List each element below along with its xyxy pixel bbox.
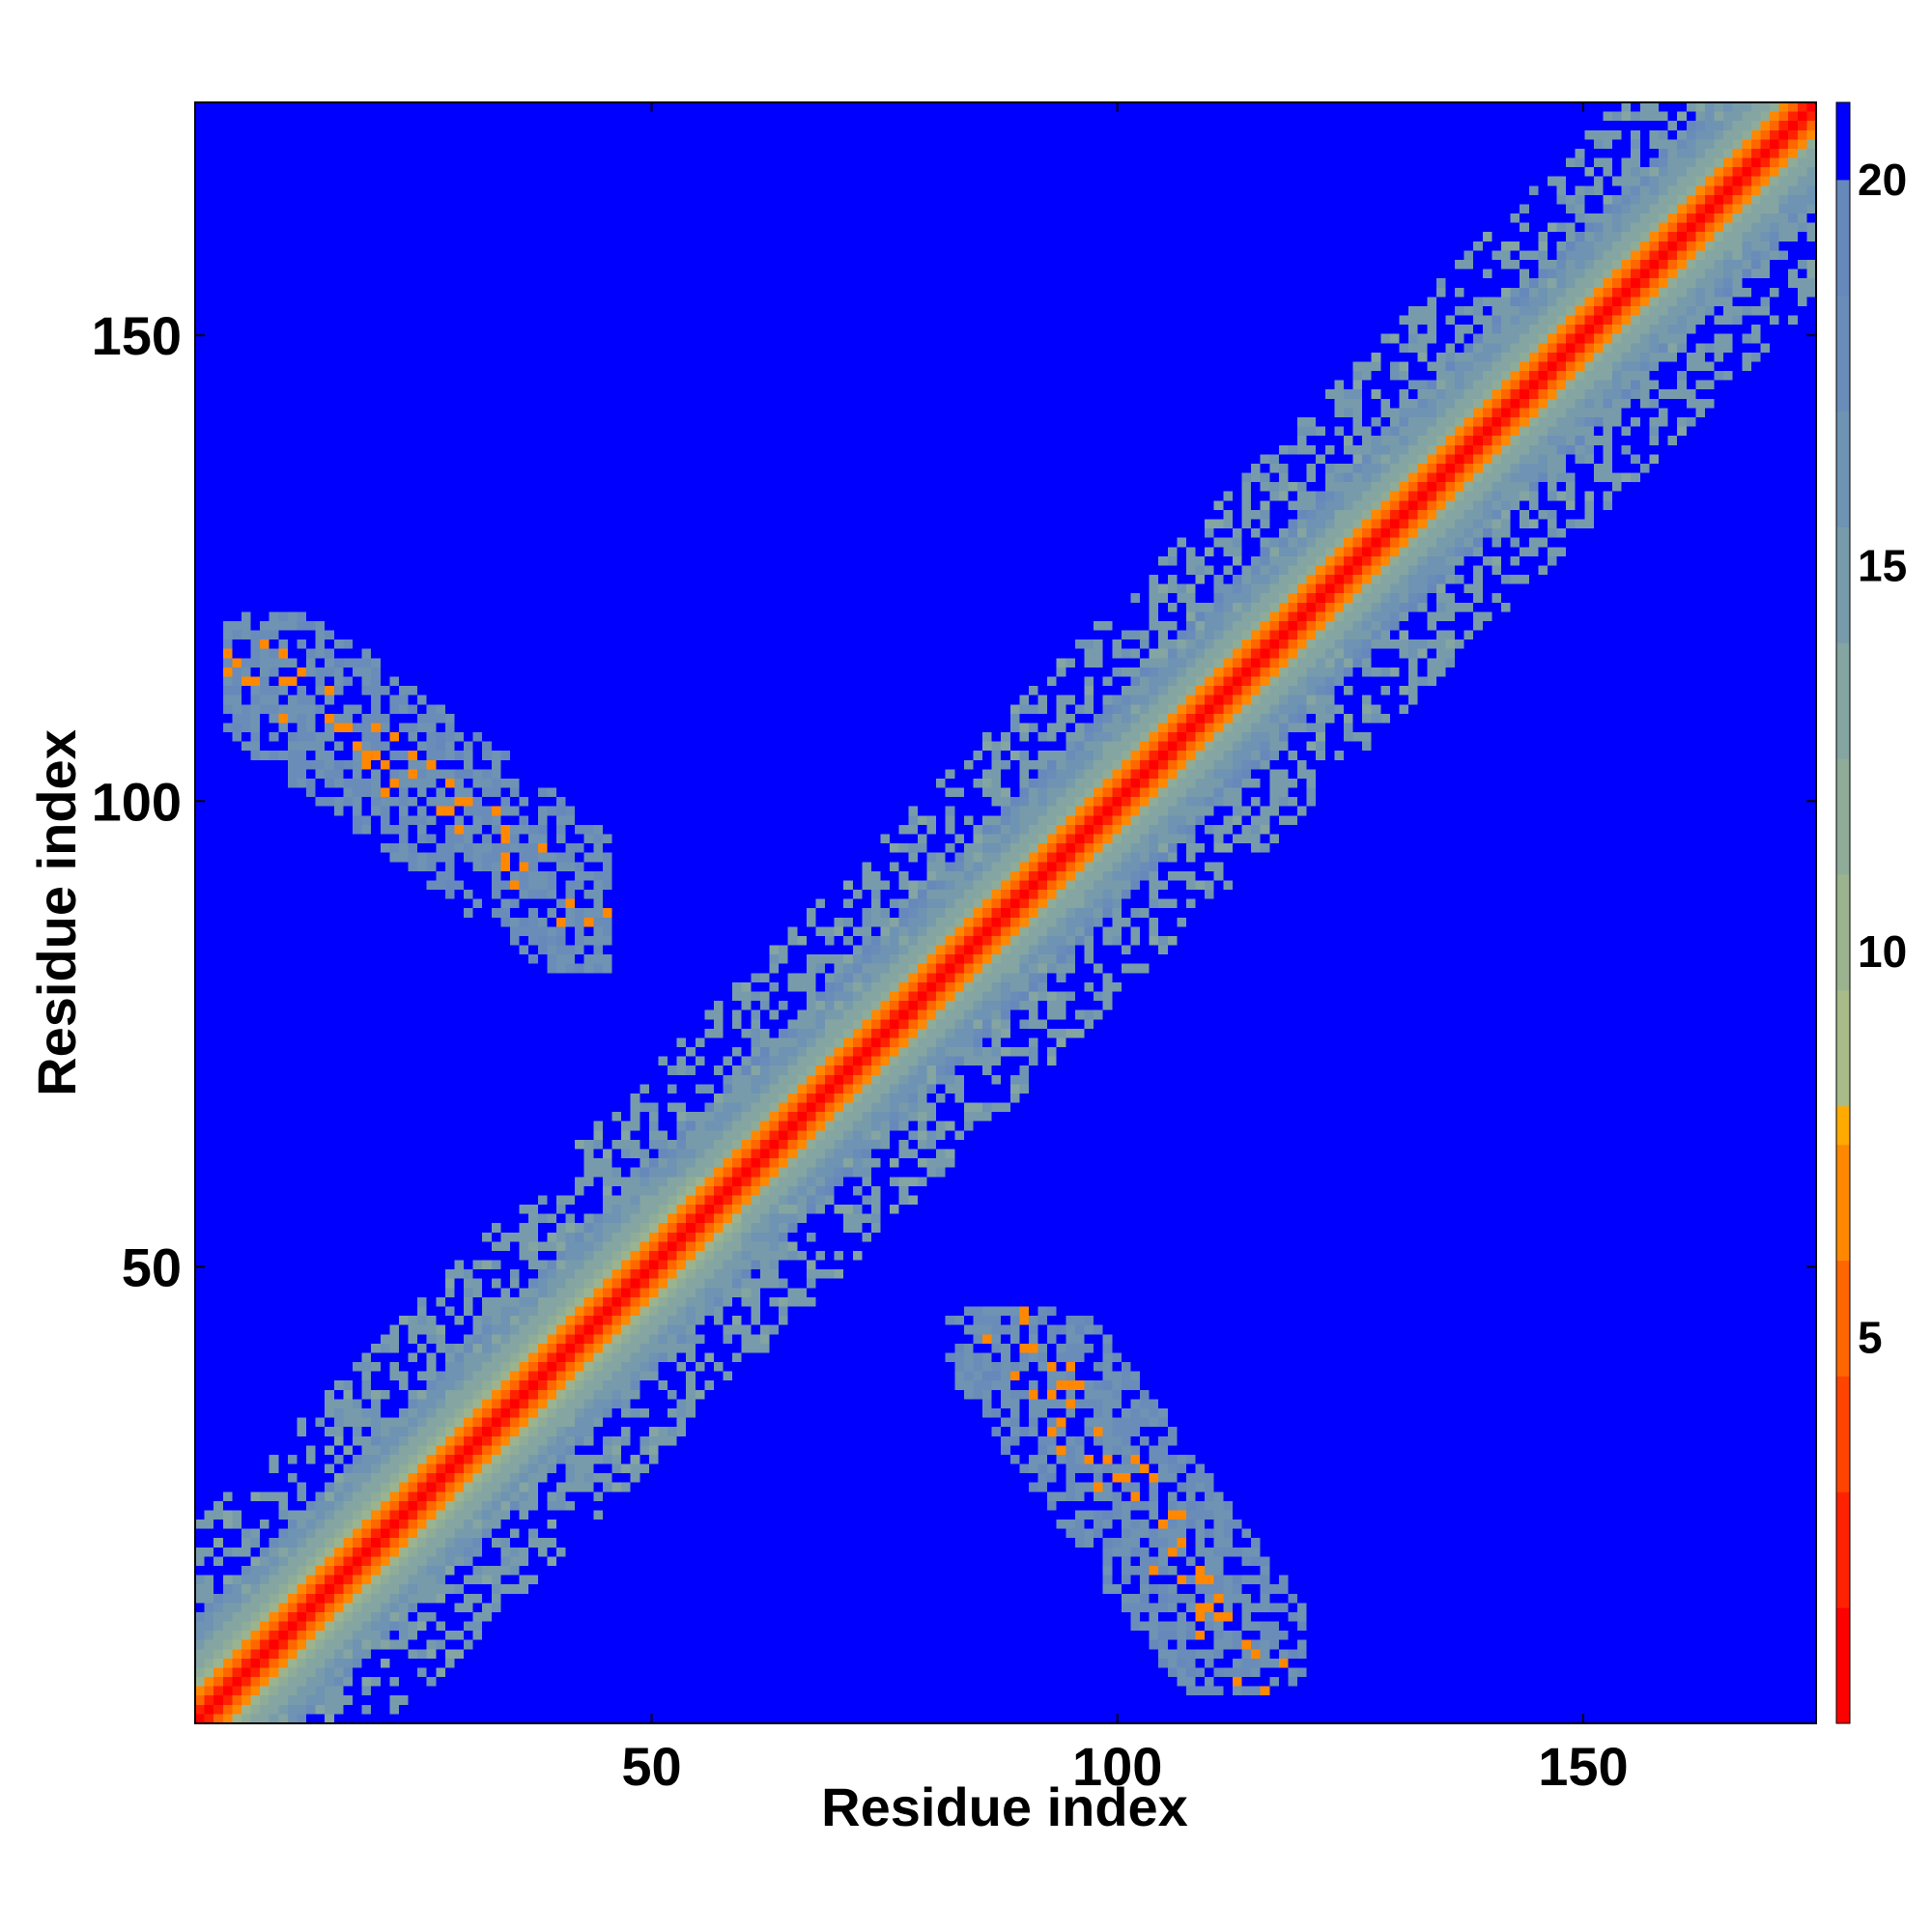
x-axis-ticks: 50 100 150 — [621, 102, 1629, 1797]
colorbar-tick-label: 15 — [1858, 540, 1907, 590]
colorbar-band — [1836, 1492, 1850, 1608]
colorbar-tick-label: 5 — [1858, 1312, 1883, 1362]
colorbar-frame — [1835, 101, 1851, 1724]
colorbar-band — [1836, 1105, 1850, 1146]
colorbar-band — [1836, 874, 1850, 991]
x-axis-title: Residue index — [821, 1776, 1188, 1837]
colorbar-ticks: 5 10 15 20 — [1858, 155, 1907, 1363]
x-tick-label: 100 — [1072, 1736, 1162, 1797]
x-tick-label: 150 — [1538, 1736, 1628, 1797]
colorbar — [1835, 101, 1851, 1724]
colorbar-band — [1836, 411, 1850, 527]
y-tick-label: 50 — [122, 1236, 182, 1297]
colorbar-band — [1836, 989, 1850, 1107]
colorbar-tick-label: 10 — [1858, 926, 1907, 977]
colorbar-band — [1836, 102, 1850, 181]
y-axis-title: Residue index — [26, 729, 87, 1096]
colorbar-band — [1836, 526, 1850, 643]
y-tick-label: 150 — [92, 305, 182, 366]
heatmap-canvas — [195, 102, 1816, 1723]
colorbar-band — [1836, 295, 1850, 412]
plot-frame — [194, 101, 1817, 1724]
y-tick-label: 100 — [92, 771, 182, 832]
colorbar-band — [1836, 179, 1850, 297]
x-tick-label: 50 — [621, 1736, 681, 1797]
y-axis-ticks: 50 100 150 — [92, 305, 1816, 1297]
colorbar-band — [1836, 642, 1850, 759]
colorbar-band — [1836, 1260, 1850, 1377]
colorbar-band — [1836, 1607, 1850, 1724]
colorbar-band — [1836, 758, 1850, 875]
colorbar-band — [1836, 1144, 1850, 1262]
colorbar-tick-label: 20 — [1858, 155, 1907, 205]
colorbar-band — [1836, 1376, 1850, 1492]
